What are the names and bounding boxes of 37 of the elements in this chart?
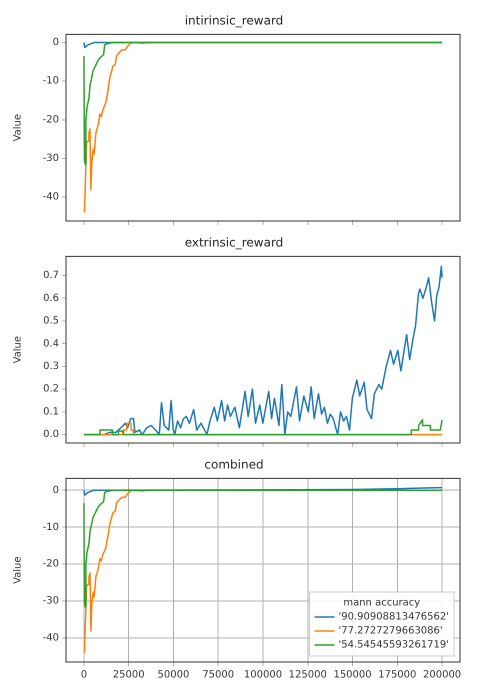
y-tick-label: 0.6	[43, 292, 59, 304]
y-tick-label: -20	[42, 558, 59, 570]
x-tick-label: 75000	[202, 670, 234, 681]
y-tick-label: -10	[42, 76, 59, 87]
x-tick-label: 175000	[378, 670, 416, 681]
y-tick-label: -30	[42, 596, 59, 607]
y-tick-label: 0.2	[43, 384, 59, 395]
y-tick-label: 0.7	[43, 270, 59, 282]
y-tick-label: 0.4	[43, 338, 59, 350]
legend-label: '54.54545593261719'	[338, 640, 450, 651]
x-tick-label: 125000	[288, 670, 327, 681]
y-tick-label: 0.1	[43, 406, 59, 418]
x-tick-label: 50000	[158, 670, 190, 681]
x-tick-label: 25000	[112, 670, 145, 681]
y-tick-label: -30	[42, 153, 59, 164]
legend-label: '90.90908813476562'	[338, 612, 450, 623]
y-tick-label: -10	[42, 522, 59, 533]
legend-label: '77.2727279663086'	[338, 626, 443, 637]
y-tick-label: 0.3	[43, 361, 59, 372]
y-tick-label: 0	[52, 484, 59, 496]
chart-title: extrinsic_reward	[184, 235, 284, 250]
y-axis-title: Value	[12, 556, 24, 584]
x-tick-label: 0	[80, 670, 88, 681]
y-tick-label: -40	[42, 192, 59, 203]
x-tick-label: 100000	[244, 670, 282, 681]
y-tick-label: 0.5	[43, 316, 59, 327]
legend-title: mann accuracy	[343, 598, 420, 609]
y-tick-label: 0	[52, 37, 59, 48]
y-tick-label: -40	[42, 632, 59, 644]
chart-title: combined	[204, 457, 264, 472]
y-axis-title: Value	[12, 336, 24, 364]
y-axis-title: Value	[12, 114, 24, 142]
y-tick-label: 0.0	[43, 429, 59, 440]
chart-title: intirinsic_reward	[184, 13, 284, 28]
x-tick-label: 200000	[422, 670, 462, 681]
y-tick-label: -20	[42, 114, 59, 126]
x-tick-label: 150000	[333, 670, 372, 681]
